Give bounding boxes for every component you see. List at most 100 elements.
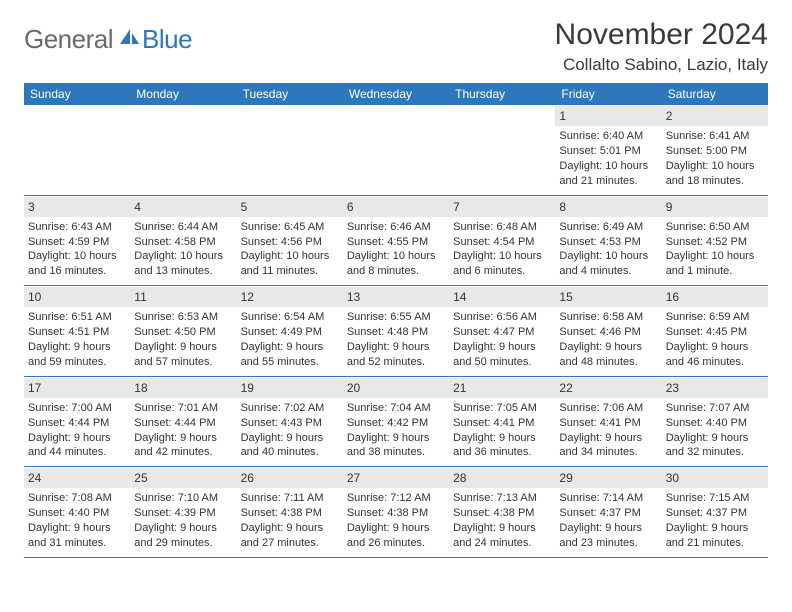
daylight-text: Daylight: 9 hours and 55 minutes. (241, 340, 339, 370)
day-number: 13 (343, 287, 449, 307)
day-number: 24 (24, 468, 130, 488)
sunset-text: Sunset: 4:38 PM (241, 506, 339, 521)
daylight-text: Daylight: 9 hours and 31 minutes. (28, 521, 126, 551)
day-cell: 22Sunrise: 7:06 AMSunset: 4:41 PMDayligh… (555, 377, 661, 467)
sunset-text: Sunset: 4:44 PM (28, 416, 126, 431)
sunrise-text: Sunrise: 7:15 AM (666, 491, 764, 506)
day-cell: 20Sunrise: 7:04 AMSunset: 4:42 PMDayligh… (343, 377, 449, 467)
sunrise-text: Sunrise: 6:50 AM (666, 220, 764, 235)
day-cell: 12Sunrise: 6:54 AMSunset: 4:49 PMDayligh… (237, 286, 343, 376)
day-cell: 1Sunrise: 6:40 AMSunset: 5:01 PMDaylight… (555, 105, 661, 195)
week-row: 3Sunrise: 6:43 AMSunset: 4:59 PMDaylight… (24, 196, 768, 287)
day-number: 27 (343, 468, 449, 488)
week-row: 17Sunrise: 7:00 AMSunset: 4:44 PMDayligh… (24, 377, 768, 468)
weekday-header-row: SundayMondayTuesdayWednesdayThursdayFrid… (24, 83, 768, 105)
day-number: 16 (662, 287, 768, 307)
logo-text-general: General (24, 24, 113, 55)
day-number: 25 (130, 468, 236, 488)
day-number: 14 (449, 287, 555, 307)
sunset-text: Sunset: 4:51 PM (28, 325, 126, 340)
day-cell: 5Sunrise: 6:45 AMSunset: 4:56 PMDaylight… (237, 196, 343, 286)
weekday-header: Wednesday (343, 83, 449, 105)
weekday-header: Friday (555, 83, 661, 105)
weekday-header: Sunday (24, 83, 130, 105)
sunset-text: Sunset: 4:53 PM (559, 235, 657, 250)
sunrise-text: Sunrise: 6:40 AM (559, 129, 657, 144)
day-number: 28 (449, 468, 555, 488)
sunset-text: Sunset: 4:40 PM (28, 506, 126, 521)
day-cell: 11Sunrise: 6:53 AMSunset: 4:50 PMDayligh… (130, 286, 236, 376)
sunset-text: Sunset: 4:58 PM (134, 235, 232, 250)
sunrise-text: Sunrise: 6:48 AM (453, 220, 551, 235)
sunrise-text: Sunrise: 7:10 AM (134, 491, 232, 506)
day-number: 26 (237, 468, 343, 488)
sunrise-text: Sunrise: 6:46 AM (347, 220, 445, 235)
day-cell: 16Sunrise: 6:59 AMSunset: 4:45 PMDayligh… (662, 286, 768, 376)
daylight-text: Daylight: 9 hours and 24 minutes. (453, 521, 551, 551)
day-cell: 10 Sunrise: 6:51 AMSunset: 4:51 PMDayligh… (24, 286, 130, 376)
day-cell: 26Sunrise: 7:11 AMSunset: 4:38 PMDayligh… (237, 467, 343, 557)
sunrise-text: Sunrise: 7:00 AM (28, 401, 126, 416)
sunset-text: Sunset: 4:39 PM (134, 506, 232, 521)
sunset-text: Sunset: 4:43 PM (241, 416, 339, 431)
day-number: 29 (555, 468, 661, 488)
calendar: SundayMondayTuesdayWednesdayThursdayFrid… (24, 83, 768, 558)
daylight-text: Daylight: 10 hours and 1 minute. (666, 249, 764, 279)
day-cell: 9Sunrise: 6:50 AMSunset: 4:52 PMDaylight… (662, 196, 768, 286)
sunrise-text: Sunrise: 6:51 AM (28, 310, 126, 325)
day-number: 7 (449, 197, 555, 217)
daylight-text: Daylight: 9 hours and 34 minutes. (559, 431, 657, 461)
sunset-text: Sunset: 5:01 PM (559, 144, 657, 159)
day-cell: 8 Sunrise: 6:49 AMSunset: 4:53 PMDaylight… (555, 196, 661, 286)
daylight-text: Daylight: 9 hours and 40 minutes. (241, 431, 339, 461)
day-cell: 21Sunrise: 7:05 AMSunset: 4:41 PMDayligh… (449, 377, 555, 467)
day-number: 10 (24, 287, 130, 307)
day-number: 1 (555, 106, 661, 126)
daylight-text: Daylight: 10 hours and 4 minutes. (559, 249, 657, 279)
daylight-text: Daylight: 10 hours and 8 minutes. (347, 249, 445, 279)
day-number: 6 (343, 197, 449, 217)
sunset-text: Sunset: 4:37 PM (559, 506, 657, 521)
sunset-text: Sunset: 4:41 PM (453, 416, 551, 431)
daylight-text: Daylight: 9 hours and 44 minutes. (28, 431, 126, 461)
daylight-text: Daylight: 9 hours and 42 minutes. (134, 431, 232, 461)
header: General Blue November 2024 Collalto Sabi… (24, 18, 768, 75)
day-cell: 23Sunrise: 7:07 AMSunset: 4:40 PMDayligh… (662, 377, 768, 467)
sunrise-text: Sunrise: 6:49 AM (559, 220, 657, 235)
logo-sail-icon (118, 27, 140, 52)
daylight-text: Daylight: 9 hours and 50 minutes. (453, 340, 551, 370)
daylight-text: Daylight: 10 hours and 11 minutes. (241, 249, 339, 279)
sunrise-text: Sunrise: 6:45 AM (241, 220, 339, 235)
daylight-text: Daylight: 9 hours and 29 minutes. (134, 521, 232, 551)
daylight-text: Daylight: 9 hours and 38 minutes. (347, 431, 445, 461)
sunrise-text: Sunrise: 7:13 AM (453, 491, 551, 506)
day-cell: 6 Sunrise: 6:46 AMSunset: 4:55 PMDaylight… (343, 196, 449, 286)
sunset-text: Sunset: 4:55 PM (347, 235, 445, 250)
sunset-text: Sunset: 4:41 PM (559, 416, 657, 431)
sunset-text: Sunset: 4:46 PM (559, 325, 657, 340)
sunset-text: Sunset: 4:40 PM (666, 416, 764, 431)
logo: General Blue (24, 24, 192, 55)
sunset-text: Sunset: 4:38 PM (347, 506, 445, 521)
sunset-text: Sunset: 4:50 PM (134, 325, 232, 340)
day-number: 5 (237, 197, 343, 217)
day-cell: 14Sunrise: 6:56 AMSunset: 4:47 PMDayligh… (449, 286, 555, 376)
sunrise-text: Sunrise: 7:05 AM (453, 401, 551, 416)
day-number: 4 (130, 197, 236, 217)
day-number: 12 (237, 287, 343, 307)
daylight-text: Daylight: 9 hours and 32 minutes. (666, 431, 764, 461)
day-cell: 2Sunrise: 6:41 AMSunset: 5:00 PMDaylight… (662, 105, 768, 195)
sunset-text: Sunset: 4:42 PM (347, 416, 445, 431)
daylight-text: Daylight: 9 hours and 59 minutes. (28, 340, 126, 370)
daylight-text: Daylight: 9 hours and 48 minutes. (559, 340, 657, 370)
day-number: 21 (449, 378, 555, 398)
sunrise-text: Sunrise: 7:02 AM (241, 401, 339, 416)
daylight-text: Daylight: 9 hours and 26 minutes. (347, 521, 445, 551)
daylight-text: Daylight: 9 hours and 27 minutes. (241, 521, 339, 551)
sunrise-text: Sunrise: 6:41 AM (666, 129, 764, 144)
day-number: 9 (662, 197, 768, 217)
day-number: 8 (555, 197, 661, 217)
day-number: 3 (24, 197, 130, 217)
day-cell: 7Sunrise: 6:48 AMSunset: 4:54 PMDaylight… (449, 196, 555, 286)
sunrise-text: Sunrise: 6:53 AM (134, 310, 232, 325)
